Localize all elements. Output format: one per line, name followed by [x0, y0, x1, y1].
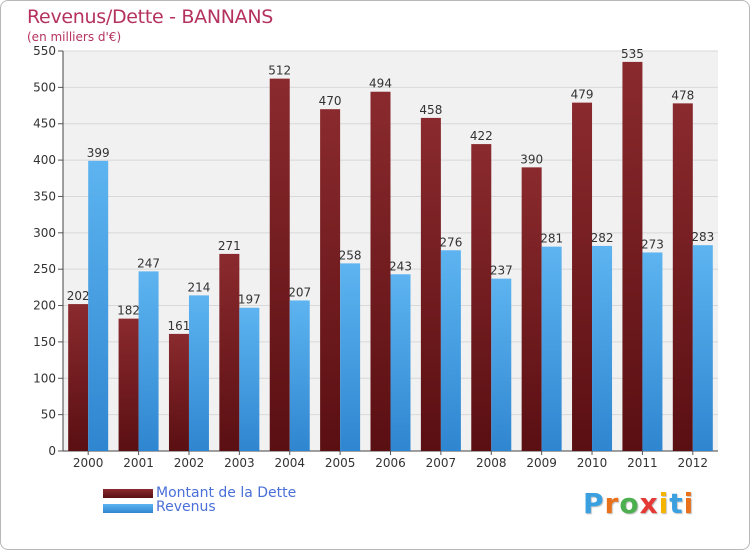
data-label-debt: 478 — [671, 88, 694, 102]
x-tick-label: 2006 — [375, 456, 406, 470]
data-label-revenue: 243 — [389, 259, 412, 273]
bar-revenue — [138, 271, 159, 451]
bar-revenue — [491, 278, 512, 451]
bar-revenue — [541, 246, 562, 451]
bar-debt — [219, 253, 240, 451]
bar-revenue — [340, 263, 361, 451]
bar-debt — [68, 304, 89, 451]
logo-letter: r — [604, 487, 620, 520]
bar-debt — [118, 318, 139, 451]
x-tick-label: 2009 — [526, 456, 557, 470]
x-tick-label: 2003 — [224, 456, 255, 470]
data-label-debt: 161 — [168, 319, 191, 333]
y-tick-label: 550 — [33, 44, 56, 58]
x-tick-label: 2002 — [174, 456, 205, 470]
data-label-debt: 390 — [520, 152, 543, 166]
bar-debt — [572, 102, 593, 452]
data-label-debt: 479 — [571, 88, 594, 102]
y-tick-label: 200 — [33, 299, 56, 313]
bar-debt — [320, 109, 341, 451]
bar-revenue — [289, 300, 310, 451]
logo-letter: i — [683, 487, 695, 520]
data-label-debt: 535 — [621, 47, 644, 61]
bar-revenue — [88, 160, 109, 451]
logo-letter: x — [639, 487, 659, 520]
bar-revenue — [692, 245, 713, 451]
bar-revenue — [188, 295, 209, 451]
data-label-revenue: 276 — [439, 235, 462, 249]
data-label-debt: 422 — [470, 129, 493, 143]
y-tick-label: 500 — [33, 80, 56, 94]
bar-debt — [471, 144, 492, 451]
y-tick-label: 250 — [33, 262, 56, 276]
data-label-debt: 470 — [319, 94, 342, 108]
y-tick-label: 450 — [33, 117, 56, 131]
data-label-debt: 202 — [67, 289, 90, 303]
data-label-revenue: 273 — [641, 237, 664, 251]
bar-revenue — [390, 274, 411, 451]
data-label-revenue: 282 — [591, 231, 614, 245]
bar-revenue — [440, 250, 461, 451]
data-label-revenue: 197 — [238, 293, 261, 307]
data-label-debt: 458 — [419, 103, 442, 117]
y-tick-label: 350 — [33, 189, 56, 203]
bar-revenue — [642, 252, 663, 451]
proxiti-logo: Proxiti — [583, 487, 694, 520]
y-tick-label: 150 — [33, 335, 56, 349]
chart-subtitle: (en milliers d'€) — [27, 30, 122, 44]
bar-debt — [370, 91, 391, 452]
chart-title: Revenus/Dette - BANNANS — [27, 6, 274, 28]
data-label-debt: 512 — [268, 64, 291, 78]
bar-revenue — [592, 245, 613, 451]
bar-debt — [168, 333, 189, 451]
legend-label-revenue: Revenus — [156, 499, 216, 515]
bar-debt — [420, 117, 441, 451]
data-label-revenue: 237 — [490, 264, 513, 278]
x-tick-label: 2007 — [426, 456, 457, 470]
y-tick-label: 0 — [48, 444, 56, 458]
data-label-revenue: 283 — [691, 230, 714, 244]
x-tick-label: 2012 — [678, 456, 709, 470]
bar-debt — [622, 61, 643, 452]
data-label-revenue: 281 — [540, 232, 563, 246]
legend-swatch-revenue — [103, 504, 153, 513]
x-tick-label: 2001 — [123, 456, 154, 470]
x-tick-label: 2000 — [73, 456, 104, 470]
legend-swatch-debt — [103, 489, 153, 498]
data-label-revenue: 214 — [188, 280, 211, 294]
x-tick-label: 2005 — [325, 456, 356, 470]
data-label-debt: 271 — [218, 239, 241, 253]
data-label-revenue: 399 — [87, 146, 110, 160]
logo-letter: P — [583, 487, 605, 520]
x-tick-label: 2004 — [274, 456, 305, 470]
data-label-revenue: 258 — [339, 248, 362, 262]
bar-debt — [672, 103, 693, 451]
data-label-debt: 494 — [369, 77, 392, 91]
logo-letter: i — [658, 487, 670, 520]
y-tick-label: 50 — [41, 408, 56, 422]
legend-label-debt: Montant de la Dette — [156, 485, 297, 501]
logo-letter: t — [669, 487, 684, 520]
data-label-revenue: 207 — [288, 285, 311, 299]
x-tick-label: 2011 — [627, 456, 658, 470]
logo-letter: o — [619, 487, 640, 520]
data-label-revenue: 247 — [137, 256, 160, 270]
bar-revenue — [239, 307, 260, 451]
data-label-debt: 182 — [117, 304, 140, 318]
bar-debt — [521, 167, 542, 451]
bar-debt — [269, 78, 290, 452]
y-tick-label: 400 — [33, 153, 56, 167]
x-tick-label: 2008 — [476, 456, 507, 470]
x-tick-label: 2010 — [577, 456, 608, 470]
y-tick-label: 100 — [33, 371, 56, 385]
y-tick-label: 300 — [33, 226, 56, 240]
